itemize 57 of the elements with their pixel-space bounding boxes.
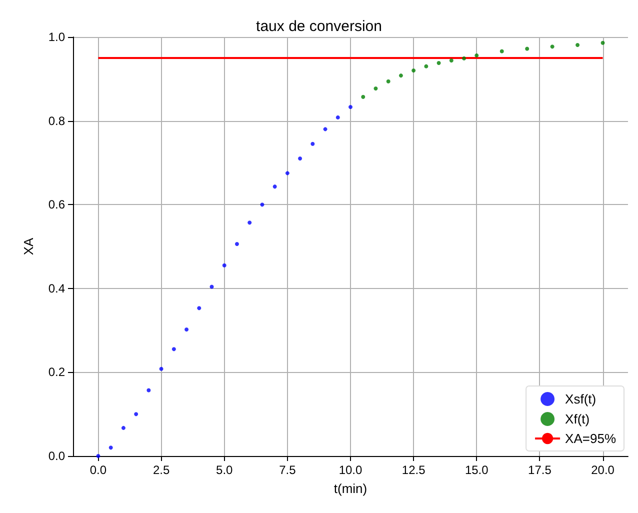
y-tick-label: 0.0 — [48, 449, 66, 463]
point — [412, 68, 416, 73]
point — [134, 412, 138, 416]
point — [272, 184, 277, 189]
x-tick-label: 20.0 — [591, 463, 615, 477]
y-tick-label: 0.6 — [48, 198, 66, 212]
point — [96, 454, 100, 458]
chart-title: taux de conversion — [256, 18, 382, 35]
point — [197, 306, 202, 310]
point — [374, 86, 378, 91]
legend-label: Xsf(t) — [565, 392, 596, 406]
point — [348, 104, 352, 109]
x-tick-label: 10.0 — [338, 463, 362, 477]
point — [222, 263, 226, 268]
y-tick-label: 1.0 — [48, 30, 66, 44]
point — [248, 220, 252, 225]
point — [462, 56, 466, 60]
point — [336, 115, 340, 120]
point — [449, 58, 454, 62]
point — [234, 242, 239, 246]
x-tick-label: 7.5 — [279, 463, 296, 477]
point — [146, 388, 151, 392]
point — [210, 284, 214, 289]
x-tick-label: 2.5 — [152, 463, 170, 477]
y-tick-label: 0.4 — [48, 281, 66, 296]
point — [525, 46, 530, 51]
point — [298, 156, 302, 161]
legend-label: XA=95% — [565, 431, 616, 446]
point — [600, 40, 605, 45]
y-tick-label: 0.2 — [48, 365, 66, 380]
x-axis-title: t(min) — [334, 481, 368, 496]
point — [260, 202, 264, 207]
x-tick-label: 15.0 — [464, 463, 489, 477]
point — [159, 366, 164, 371]
point — [121, 426, 126, 430]
x-tick-label: 5.0 — [216, 463, 234, 477]
legend-label: Xf(t) — [565, 412, 590, 426]
point — [424, 64, 428, 68]
point — [310, 142, 315, 146]
point — [500, 49, 504, 54]
y-tick-label: 0.8 — [48, 114, 66, 128]
point — [436, 60, 441, 65]
point — [285, 171, 290, 176]
x-tick-label: 17.5 — [528, 463, 552, 477]
point — [576, 42, 580, 47]
point — [550, 44, 554, 49]
point — [323, 127, 328, 132]
point — [184, 327, 189, 332]
point — [361, 94, 366, 99]
point — [386, 79, 390, 84]
point — [108, 446, 113, 450]
y-axis-title: XA — [21, 238, 36, 256]
x-tick-label: 0.0 — [90, 463, 107, 477]
point — [398, 74, 403, 78]
point — [474, 53, 479, 58]
x-tick-label: 12.5 — [402, 463, 426, 477]
point — [172, 347, 176, 352]
